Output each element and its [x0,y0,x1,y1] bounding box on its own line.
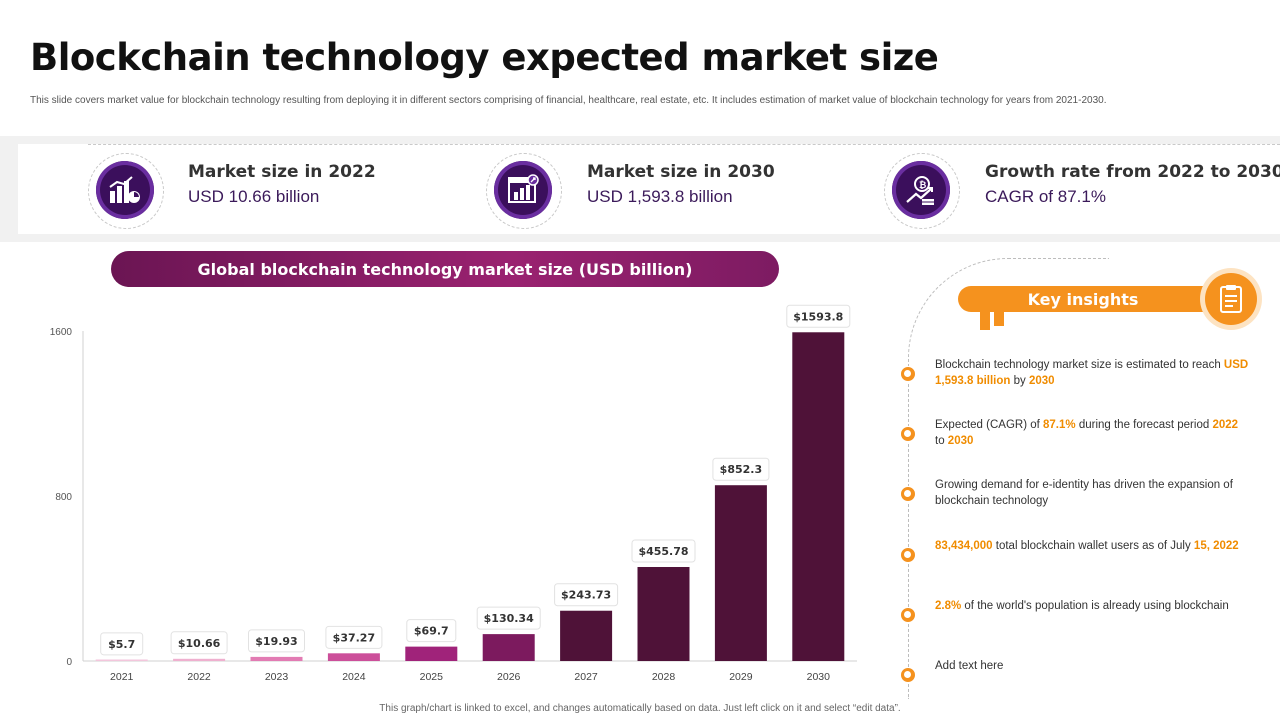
data-label-box [476,606,541,630]
data-label: $5.7 [108,638,135,651]
page-title: Blockchain technology expected market si… [30,36,939,79]
insight-highlight: 2030 [1028,375,1055,387]
data-label-box [170,631,228,655]
kpi-label: Growth rate from 2022 to 2030 [985,162,1280,182]
insight-item: Expected (CAGR) of 87.1% during the fore… [935,417,1250,449]
notes-icon [1205,273,1257,325]
coin-growth-icon: ₿ [892,161,950,219]
insight-text: to [935,435,948,447]
data-label-box [712,457,770,481]
insight-bullet-icon [900,547,916,563]
insight-bullet-icon [900,426,916,442]
insights-title: Key insights [958,286,1208,312]
insight-highlight: USD 1,593.8 billion [935,359,1249,387]
bar [714,485,767,661]
data-label-box [554,583,619,607]
insights-timeline [908,258,1109,699]
insight-item: Blockchain technology market size is est… [935,357,1250,389]
insight-bullet-icon [900,607,916,623]
chart-title-banner: Global blockchain technology market size… [111,251,779,287]
data-label-box [406,619,457,643]
bar [792,332,845,661]
bar-chart-icon [96,161,154,219]
kpi-band [0,136,1280,242]
svg-text:₿: ₿ [919,180,926,191]
bar [560,610,613,661]
x-tick-label: 2029 [729,671,753,683]
bar [95,659,148,661]
insight-text: Blockchain technology market size is est… [935,359,1224,371]
data-label: $455.78 [638,545,688,558]
x-tick-label: 2027 [574,671,598,683]
data-label: $10.66 [178,637,221,650]
data-label: $1593.8 [793,310,843,323]
data-label-box [786,304,851,328]
x-tick-label: 2021 [110,671,134,683]
data-label: $19.93 [255,635,297,648]
insight-text: Add text here [935,660,1004,672]
page-subtitle: This slide covers market value for block… [30,95,1107,106]
data-label-box [325,625,383,649]
data-label-box [631,539,696,563]
x-tick-label: 2026 [497,671,521,683]
data-label: $37.27 [333,631,375,644]
y-tick-label: 800 [55,492,72,503]
x-tick-label: 2023 [265,671,289,683]
kpi-value: CAGR of 87.1% [985,187,1106,206]
insight-highlight: 2.8% [935,600,962,612]
insight-text: of the world's population is already usi… [961,600,1229,612]
insight-bullet-icon [900,366,916,382]
insight-highlight: 2022 [1212,419,1239,431]
insight-highlight: 15, 2022 [1193,540,1239,552]
x-tick-label: 2025 [420,671,444,683]
insight-highlight: 83,434,000 [935,540,993,552]
bar [327,653,380,661]
insight-bullet-icon [900,486,916,502]
insight-text: by [1010,375,1029,387]
insight-item: 2.8% of the world's population is alread… [935,598,1250,614]
bar [637,566,690,661]
data-label: $243.73 [561,589,611,602]
insight-item: Add text here [935,658,1250,674]
y-tick-label: 1600 [50,327,73,338]
data-label: $69.7 [414,625,449,638]
kpi-value: USD 10.66 billion [188,187,320,206]
kpi-label: Market size in 2030 [587,162,775,182]
insight-text: Growing demand for e-identity has driven… [935,479,1233,507]
bar [405,646,458,661]
data-label-box [248,629,305,653]
insight-text: Expected (CAGR) of [935,419,1044,431]
footnote: This graph/chart is linked to excel, and… [379,703,901,714]
insight-item: Growing demand for e-identity has driven… [935,477,1250,509]
insight-item: 83,434,000 total blockchain wallet users… [935,538,1250,554]
bar [482,634,535,661]
x-tick-label: 2024 [342,671,366,683]
insight-text: during the forecast period [1075,419,1213,431]
data-label: $852.3 [720,463,762,476]
insight-highlight: 2030 [947,435,974,447]
insight-text: total blockchain wallet users as of July [992,540,1194,552]
x-tick-label: 2022 [187,671,211,683]
x-tick-label: 2030 [807,671,831,683]
kpi-value: USD 1,593.8 billion [587,187,733,206]
insight-bullet-icon [900,667,916,683]
insight-highlight: 87.1% [1043,419,1076,431]
kpi-label: Market size in 2022 [188,162,376,182]
bar [173,658,226,661]
data-label: $130.34 [484,612,534,625]
data-label-box [100,632,144,656]
bar [250,656,303,661]
bar-chart: 0 800 1600 $5.7 2021 $10.66 2022 $19.93 2023 $37.… [50,304,857,683]
x-tick-label: 2028 [652,671,676,683]
growth-chart-icon [494,161,552,219]
insights-icon-ring [1200,268,1262,330]
y-tick-label: 0 [66,657,72,668]
